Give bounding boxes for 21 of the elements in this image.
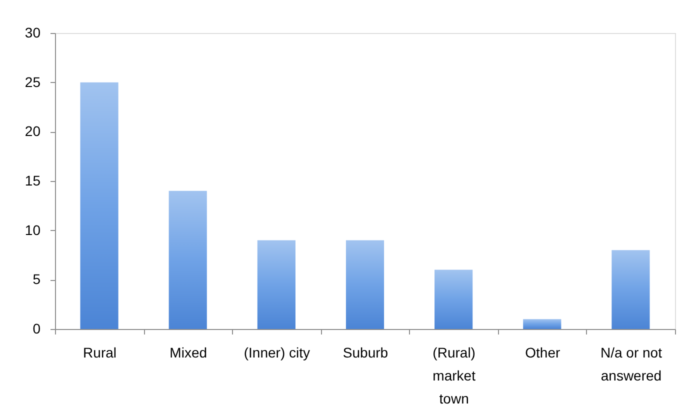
x-tick-label: Rural xyxy=(83,344,117,360)
y-tick-label: 30 xyxy=(24,24,41,40)
y-tick-label: 5 xyxy=(32,271,41,288)
x-tick-label: Mixed xyxy=(170,344,208,360)
x-tick-label: Other xyxy=(525,344,560,360)
bar xyxy=(346,240,384,329)
y-tick-label: 15 xyxy=(24,172,41,188)
bar xyxy=(523,319,562,329)
x-tick-label: (Inner) city xyxy=(244,344,310,360)
bar xyxy=(168,190,207,329)
bar xyxy=(257,240,296,329)
y-tick-label: 10 xyxy=(24,222,41,238)
bar xyxy=(80,82,118,329)
bar xyxy=(612,250,650,329)
x-tick-label: N/a or not answered xyxy=(600,344,662,384)
y-tick-label: 20 xyxy=(24,123,41,140)
x-tick-label: Suburb xyxy=(342,344,388,360)
y-tick-label: 0 xyxy=(32,320,41,336)
y-tick-label: 25 xyxy=(24,74,41,90)
bar xyxy=(434,270,473,329)
x-tick-label: (Rural) market town xyxy=(432,344,476,406)
